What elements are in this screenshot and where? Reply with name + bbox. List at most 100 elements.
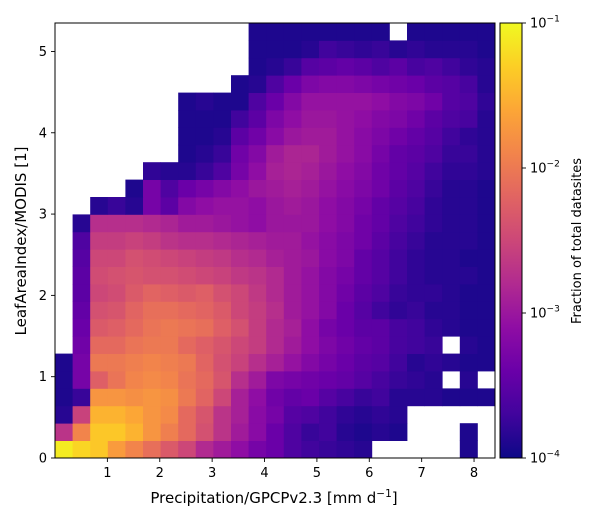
heatmap-cell <box>354 405 373 424</box>
heatmap-cell <box>389 162 408 180</box>
heatmap-cell <box>407 144 425 163</box>
heatmap-cell <box>354 249 373 267</box>
heatmap-cell <box>424 336 443 354</box>
heatmap-cell <box>231 179 249 198</box>
heatmap-cell <box>231 214 249 233</box>
heatmap-cell <box>319 371 337 389</box>
heatmap-cell <box>424 23 443 41</box>
heatmap-cell <box>477 57 496 76</box>
heatmap-cell <box>178 284 197 302</box>
heatmap-cell <box>248 214 267 233</box>
heatmap-cell <box>283 144 302 163</box>
heatmap-cell <box>90 440 109 459</box>
heatmap-cell <box>336 353 355 372</box>
heatmap-cell <box>424 249 443 267</box>
heatmap-cell <box>389 388 408 407</box>
heatmap-cell <box>424 214 443 233</box>
heatmap-cell <box>477 353 496 372</box>
heatmap-cell <box>336 231 355 250</box>
colorbar-tick-label: 10−2 <box>530 160 560 177</box>
heatmap-cell <box>407 110 425 128</box>
heatmap-cell <box>319 179 337 198</box>
heatmap-cell <box>336 284 355 302</box>
heatmap-cell <box>301 197 320 215</box>
heatmap-cell <box>213 249 232 267</box>
heatmap-cell <box>407 388 425 407</box>
colorbar-tick-label: 10−4 <box>530 450 560 467</box>
heatmap-cells <box>55 23 496 459</box>
heatmap-cell <box>195 371 214 389</box>
heatmap-cell <box>195 162 214 180</box>
heatmap-cell <box>319 110 337 128</box>
heatmap-cell <box>107 353 126 372</box>
heatmap-cell <box>231 371 249 389</box>
heatmap-cell <box>301 127 320 146</box>
heatmap-cell <box>319 40 337 59</box>
heatmap-cell <box>459 336 478 354</box>
x-tick-label: 2 <box>156 466 164 481</box>
heatmap-cell <box>143 249 161 267</box>
heatmap-cell <box>442 127 461 146</box>
heatmap-cell <box>195 336 214 354</box>
heatmap-cell <box>283 75 302 93</box>
heatmap-cell <box>407 336 425 354</box>
heatmap-cell <box>213 284 232 302</box>
heatmap-cell <box>459 284 478 302</box>
heatmap-cell <box>442 162 461 180</box>
heatmap-cell <box>231 405 249 424</box>
heatmap-cell <box>459 179 478 198</box>
heatmap-cell <box>283 301 302 320</box>
heatmap-cell <box>301 388 320 407</box>
heatmap-cell <box>407 301 425 320</box>
heatmap-cell <box>213 127 232 146</box>
heatmap-cell <box>389 423 408 441</box>
heatmap-cell <box>107 423 126 441</box>
heatmap-cell <box>160 249 179 267</box>
heatmap-cell <box>266 197 285 215</box>
heatmap-cell <box>477 249 496 267</box>
heatmap-cell <box>72 301 91 320</box>
heatmap-cell <box>389 92 408 111</box>
heatmap-cell <box>354 127 373 146</box>
heatmap-cell <box>107 318 126 337</box>
heatmap-cell <box>319 144 337 163</box>
heatmap-cell <box>248 162 267 180</box>
heatmap-cell <box>248 371 267 389</box>
heatmap-cell <box>371 110 390 128</box>
heatmap-cell <box>354 40 373 59</box>
heatmap-cell <box>424 231 443 250</box>
heatmap-cell <box>477 144 496 163</box>
heatmap-cell <box>442 197 461 215</box>
heatmap-cell <box>266 40 285 59</box>
heatmap-cell <box>72 440 91 459</box>
heatmap-cell <box>266 162 285 180</box>
heatmap-cell <box>72 214 91 233</box>
heatmap-cell <box>195 284 214 302</box>
colorbar-tick-label: 10−1 <box>530 15 560 32</box>
heatmap-cell <box>336 57 355 76</box>
heatmap-cell <box>160 440 179 459</box>
heatmap-cell <box>371 371 390 389</box>
heatmap-cell <box>477 40 496 59</box>
heatmap-cell <box>371 301 390 320</box>
heatmap-cell <box>319 197 337 215</box>
heatmap-cell <box>90 336 109 354</box>
heatmap-cell <box>213 214 232 233</box>
y-tick-label: 4 <box>39 126 47 141</box>
heatmap-cell <box>178 440 197 459</box>
heatmap-cell <box>459 266 478 285</box>
heatmap-cell <box>319 127 337 146</box>
heatmap-cell <box>301 231 320 250</box>
heatmap-cell <box>107 388 126 407</box>
heatmap-cell <box>319 388 337 407</box>
heatmap-cell <box>354 214 373 233</box>
heatmap-cell <box>336 371 355 389</box>
heatmap-cell <box>266 405 285 424</box>
heatmap-cell <box>195 318 214 337</box>
heatmap-cell <box>407 23 425 41</box>
heatmap-cell <box>477 388 496 407</box>
heatmap-cell <box>178 266 197 285</box>
heatmap-cell <box>160 162 179 180</box>
heatmap-cell <box>90 214 109 233</box>
heatmap-cell <box>336 266 355 285</box>
